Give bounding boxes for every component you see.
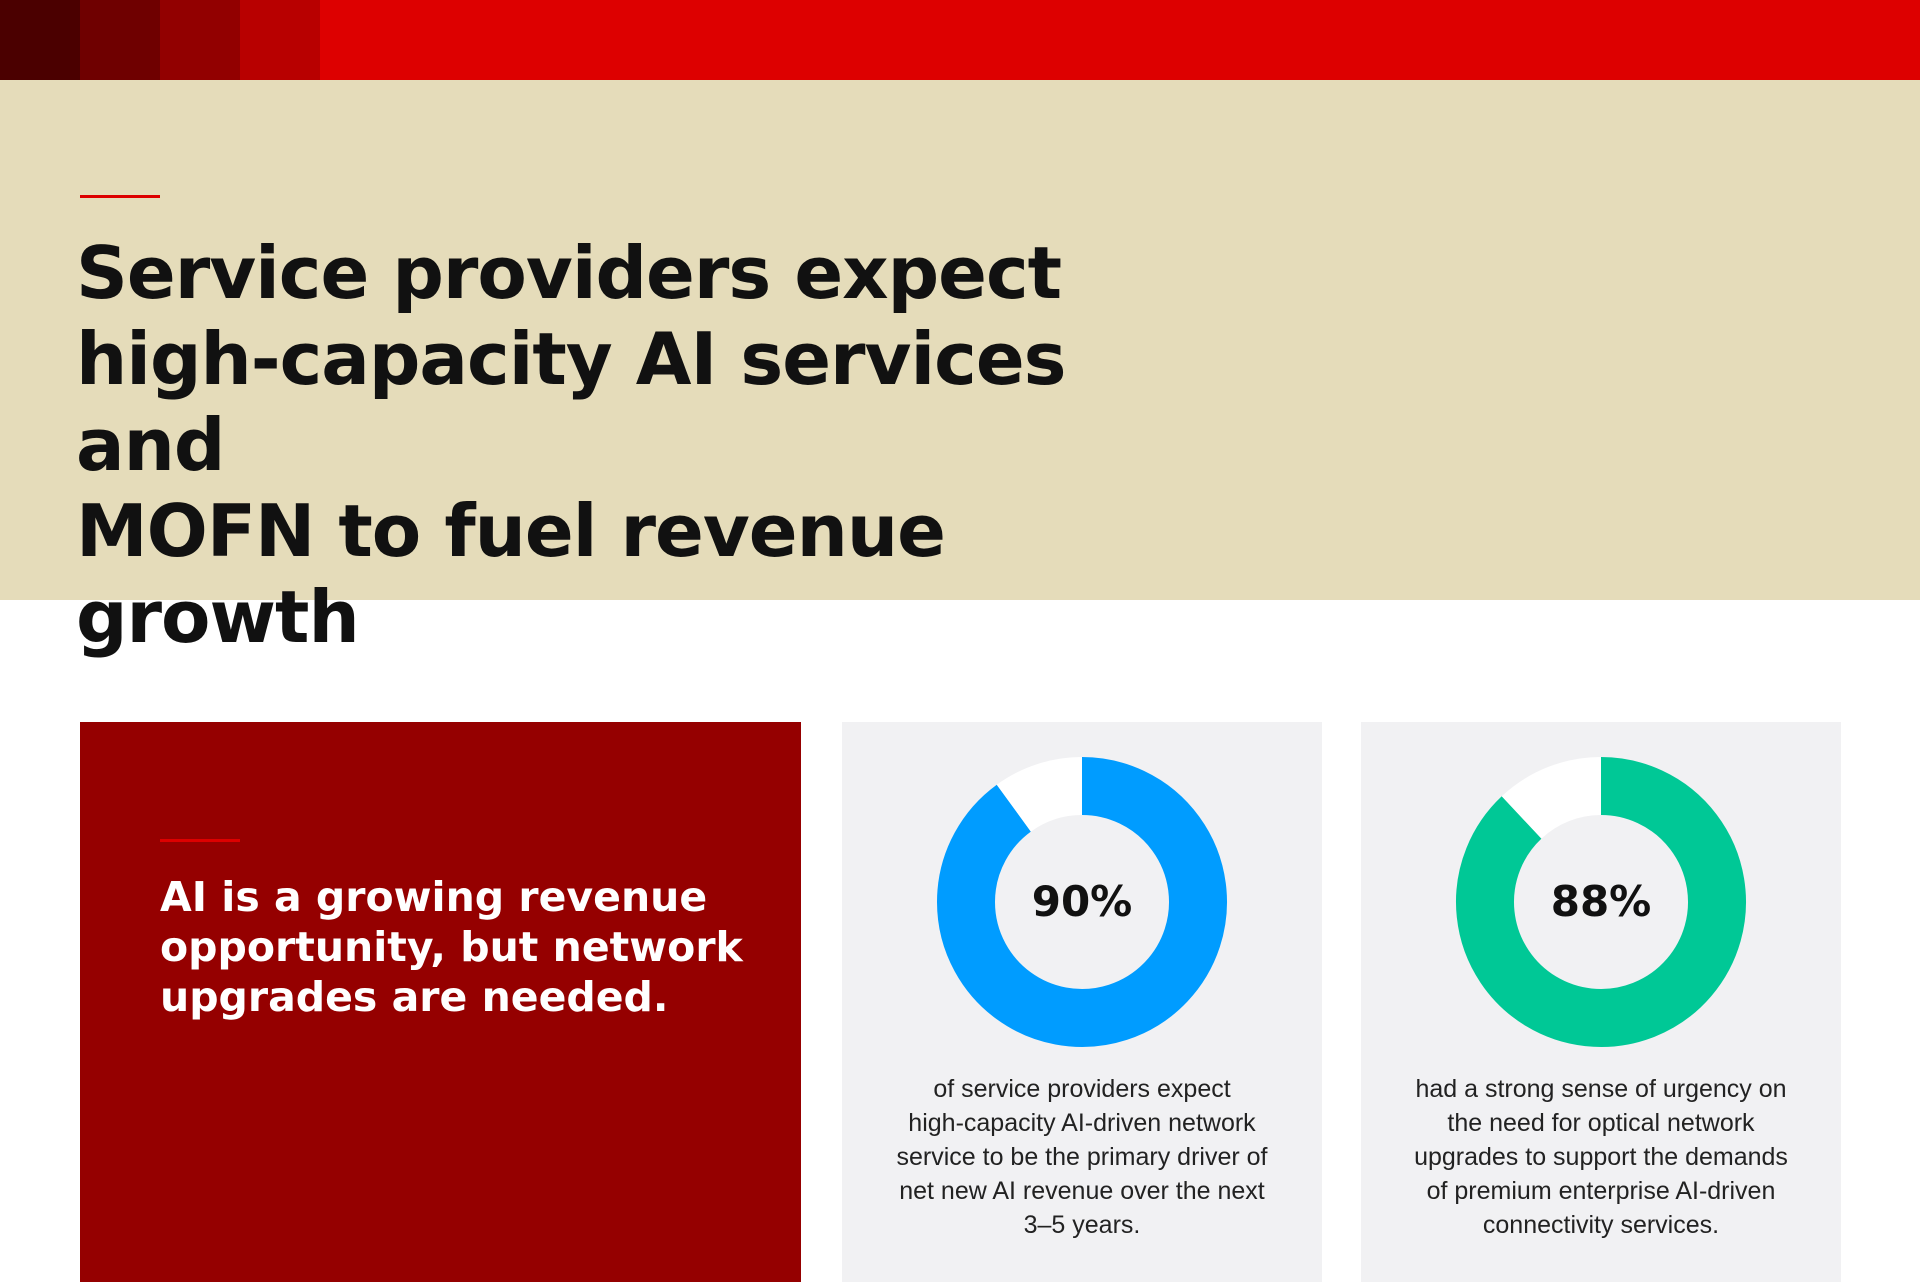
top-bar-main [320,0,1920,80]
intro-text: AI is a growing revenue opportunity, but… [160,872,760,1022]
color-swatch-1 [0,0,80,80]
donut-svg-2: 88% [1456,757,1746,1047]
intro-accent-line [160,839,240,842]
donut-1-slice-1 [937,757,1227,1047]
donut-chart-2: 88% [1451,752,1751,1052]
stat1-line-5: 3–5 years. [1023,1211,1141,1239]
top-color-bar [0,0,1920,80]
stat2-line-5: connectivity services. [1482,1211,1720,1239]
donut-2-slice-1 [1456,757,1746,1047]
donut-2-slices [1456,757,1746,1047]
stat-card-2: 88% had a strong sense of urgency on the… [1361,722,1841,1282]
intro-line-2: opportunity, but network [160,923,743,971]
color-swatch-2 [80,0,160,80]
donut-1-slices [937,757,1227,1047]
page-title: Service providers expect high-capacity A… [76,230,1176,660]
intro-line-1: AI is a growing revenue [160,873,708,921]
stat1-line-3: service to be the primary driver of [896,1143,1268,1171]
hero-accent-line [80,195,160,198]
stat-description-1: of service providers expect high-capacit… [872,1072,1292,1242]
stat-card-1: 90% of service providers expect high-cap… [842,722,1322,1282]
donut-2-center-label: 88% [1551,877,1652,926]
stat-description-2: had a strong sense of urgency on the nee… [1391,1072,1811,1242]
donut-svg-1: 90% [937,757,1227,1047]
donut-1-center-label: 90% [1032,877,1133,926]
title-line-1: Service providers expect [76,231,1062,315]
stat1-line-4: net new AI revenue over the next [899,1177,1265,1205]
title-line-2: high-capacity AI services and [76,317,1067,487]
stat1-line-1: of service providers expect [933,1075,1231,1103]
color-swatch-4 [240,0,320,80]
hero-section: Service providers expect high-capacity A… [0,80,1920,659]
intro-card: AI is a growing revenue opportunity, but… [80,722,801,1282]
stat2-line-3: upgrades to support the demands [1414,1143,1788,1171]
stat1-line-2: high-capacity AI-driven network [908,1109,1256,1137]
donut-2-slice-2 [1501,757,1603,840]
donut-1-slice-2 [996,757,1083,833]
title-line-3: MOFN to fuel revenue growth [76,489,946,659]
stat2-line-4: of premium enterprise AI-driven [1426,1177,1776,1205]
stat2-line-2: the need for optical network [1447,1109,1755,1137]
color-swatch-3 [160,0,240,80]
stat2-line-1: had a strong sense of urgency on [1415,1075,1787,1103]
intro-line-3: upgrades are needed. [160,973,669,1021]
donut-chart-1: 90% [932,752,1232,1052]
